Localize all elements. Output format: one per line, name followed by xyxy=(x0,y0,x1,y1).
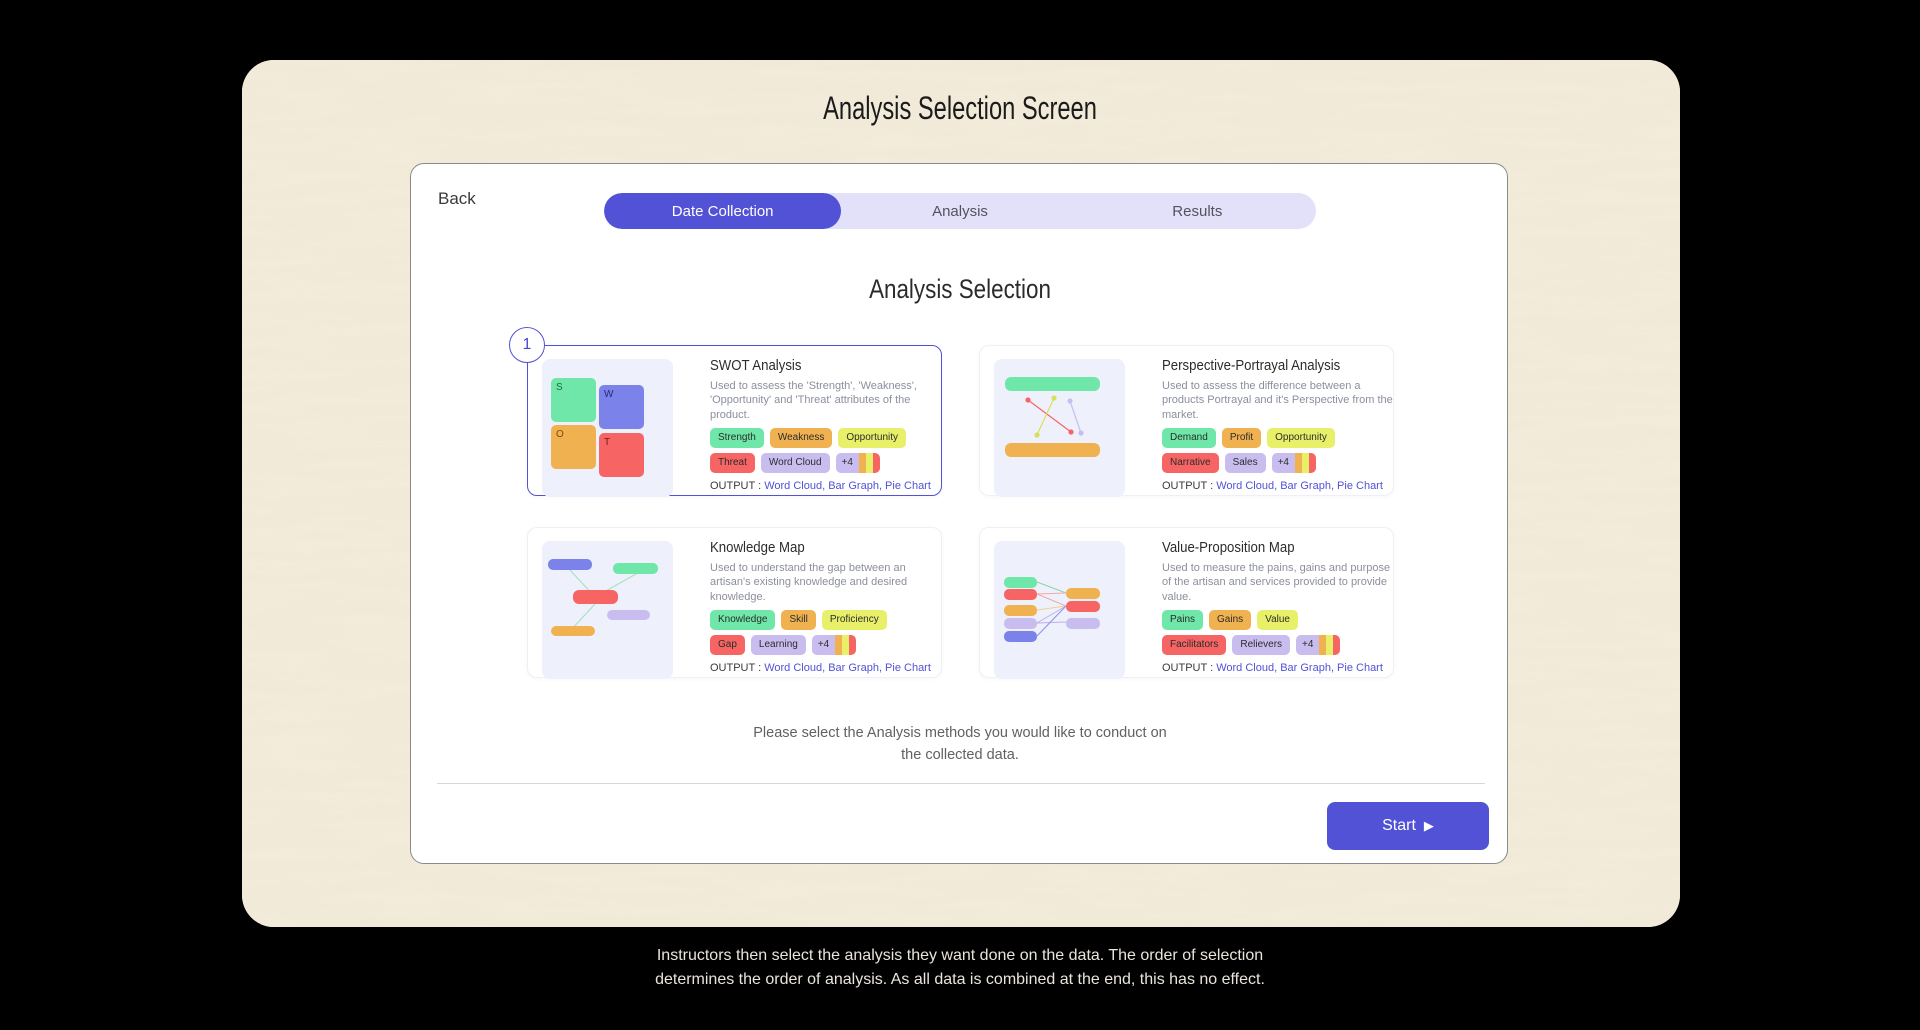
svg-text:W: W xyxy=(604,389,614,400)
svg-text:O: O xyxy=(556,429,564,440)
svg-text:T: T xyxy=(604,437,610,448)
svg-text:S: S xyxy=(556,382,563,393)
